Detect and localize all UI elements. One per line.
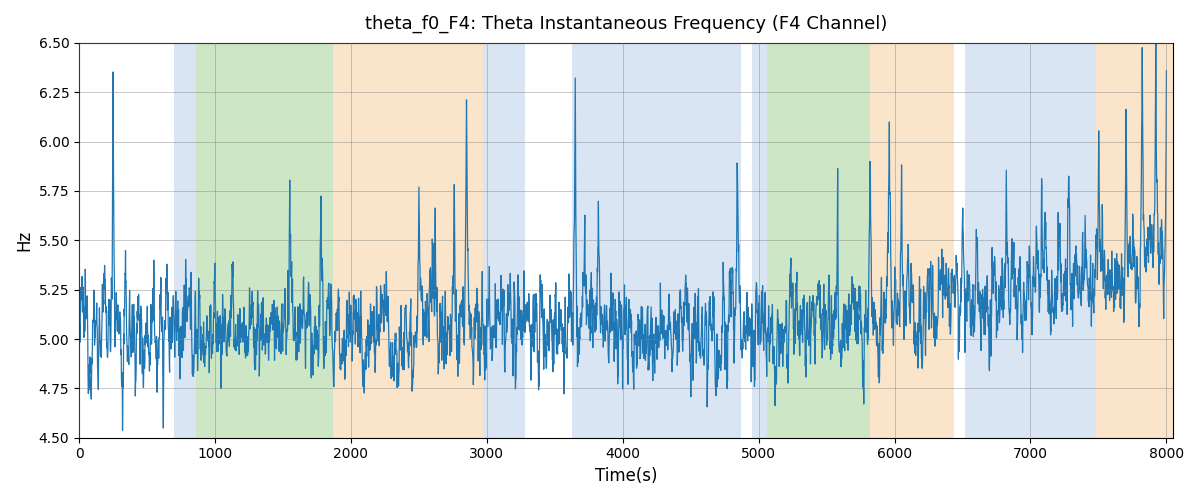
- Bar: [752, 43, 767, 438]
- Bar: [334, 43, 482, 438]
- Bar: [870, 43, 954, 438]
- Bar: [174, 43, 196, 438]
- Bar: [965, 43, 1096, 438]
- Bar: [572, 43, 740, 438]
- Bar: [1096, 43, 1174, 438]
- Bar: [196, 43, 334, 438]
- Title: theta_f0_F4: Theta Instantaneous Frequency (F4 Channel): theta_f0_F4: Theta Instantaneous Frequen…: [365, 15, 887, 34]
- Bar: [767, 43, 870, 438]
- Bar: [482, 43, 524, 438]
- Y-axis label: Hz: Hz: [14, 230, 32, 251]
- X-axis label: Time(s): Time(s): [595, 467, 658, 485]
